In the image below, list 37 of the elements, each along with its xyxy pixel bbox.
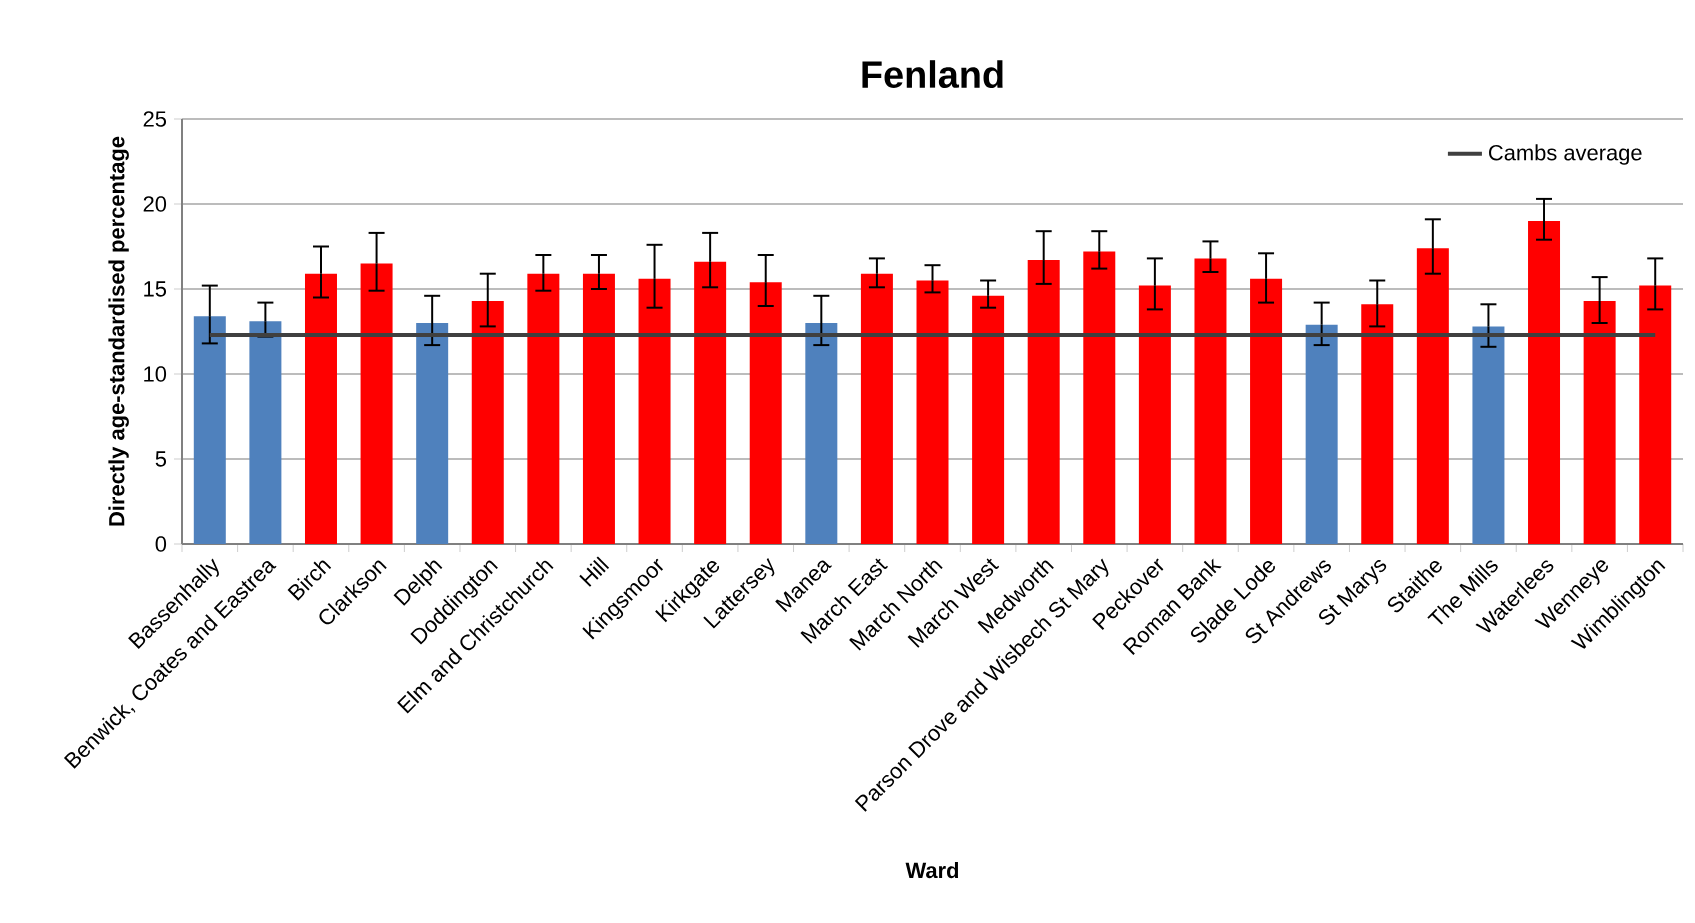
y-tick-label: 5	[155, 451, 167, 467]
bar	[1416, 248, 1449, 544]
bar	[360, 263, 393, 544]
bar	[1305, 324, 1338, 544]
y-axis-title: Directly age-standardised percentage	[108, 136, 129, 526]
y-tick-label: 20	[143, 196, 167, 212]
bar	[1639, 285, 1672, 544]
bar	[749, 282, 782, 544]
bar	[527, 273, 560, 544]
bar	[1361, 304, 1394, 544]
bar	[1027, 260, 1060, 544]
bar	[1583, 300, 1616, 544]
bar	[972, 295, 1005, 544]
chart-title: Fenland	[862, 60, 1003, 89]
bar	[249, 321, 282, 544]
bar	[694, 261, 727, 544]
bar	[193, 316, 226, 544]
bar	[1138, 285, 1171, 544]
bar	[916, 280, 949, 544]
y-tick-label: 25	[143, 111, 167, 127]
x-axis-title: Ward	[905, 862, 959, 879]
bar	[1528, 221, 1561, 544]
y-tick-label: 15	[144, 281, 167, 297]
y-tick-label: 0	[155, 536, 167, 552]
bar	[1083, 251, 1116, 544]
bar	[1250, 278, 1283, 544]
bar	[1194, 258, 1227, 544]
y-tick-label: 10	[144, 366, 167, 382]
bar	[805, 323, 838, 544]
bar	[416, 323, 449, 544]
bar	[471, 300, 504, 544]
bar	[860, 273, 893, 544]
bar	[582, 273, 615, 544]
legend-label: Cambs average	[1489, 144, 1642, 165]
bar	[304, 273, 337, 544]
bar	[638, 278, 671, 544]
bar	[1472, 326, 1505, 544]
